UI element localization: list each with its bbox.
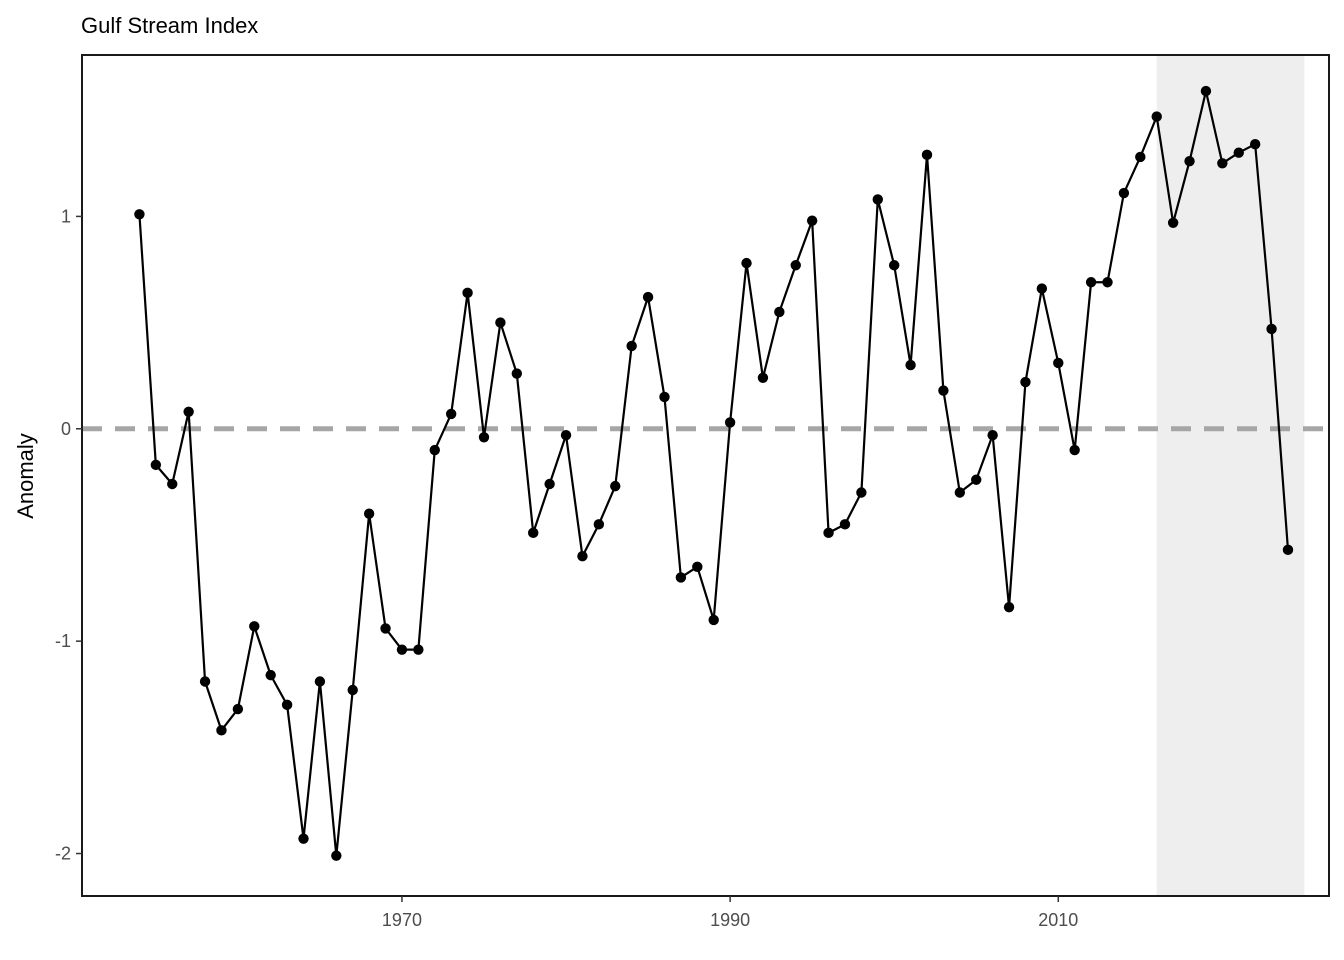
data-point-2007 <box>1003 601 1015 613</box>
data-point-1956 <box>167 478 178 490</box>
data-point-1986 <box>659 391 670 403</box>
data-point-1999 <box>872 194 883 205</box>
data-point-2024 <box>1282 544 1294 556</box>
data-point-1957 <box>183 406 194 417</box>
chart-title: Gulf Stream Index <box>81 13 258 38</box>
data-point-2023 <box>1266 323 1277 335</box>
data-point-1974 <box>462 287 473 299</box>
data-point-2020 <box>1217 158 1228 169</box>
x-tick-label: 1990 <box>710 910 750 930</box>
data-point-2002 <box>921 149 933 161</box>
data-point-1970 <box>396 644 408 655</box>
data-point-1993 <box>774 306 785 318</box>
data-point-1969 <box>380 623 391 634</box>
data-point-1965 <box>314 676 326 687</box>
data-point-1997 <box>839 519 851 530</box>
data-point-1975 <box>478 432 490 443</box>
data-point-1979 <box>544 478 555 490</box>
data-point-1971 <box>413 644 424 655</box>
data-point-2010 <box>1053 357 1064 369</box>
data-point-2016 <box>1151 111 1162 122</box>
data-point-1967 <box>347 684 358 696</box>
data-point-1990 <box>724 417 736 428</box>
data-point-1978 <box>528 527 539 539</box>
data-point-1976 <box>495 317 506 328</box>
data-point-1983 <box>610 480 621 492</box>
data-point-1961 <box>249 621 260 632</box>
data-point-1959 <box>216 725 227 736</box>
data-point-1972 <box>429 444 440 456</box>
data-point-1992 <box>757 372 769 384</box>
data-point-1988 <box>692 561 703 573</box>
data-point-2003 <box>938 385 949 396</box>
data-point-1960 <box>232 703 244 715</box>
data-point-1995 <box>806 215 818 226</box>
data-point-1958 <box>199 676 211 687</box>
data-point-1984 <box>626 340 637 352</box>
y-tick-label: -2 <box>55 844 71 864</box>
data-point-2006 <box>987 429 998 441</box>
data-point-2001 <box>905 359 916 371</box>
panel-border <box>81 54 1330 897</box>
data-point-1964 <box>298 833 309 844</box>
data-point-2022 <box>1249 138 1261 150</box>
plot-area: -2 -1 0 1 1970 1990 2010 <box>55 54 1330 930</box>
data-point-1987 <box>675 572 687 583</box>
data-point-2000 <box>888 260 900 271</box>
data-point-1982 <box>593 519 605 530</box>
data-point-2018 <box>1184 155 1195 167</box>
data-point-2014 <box>1118 187 1130 199</box>
data-point-1980 <box>560 429 572 441</box>
data-point-2015 <box>1135 151 1146 163</box>
data-point-1985 <box>642 291 654 303</box>
data-point-1966 <box>331 850 342 861</box>
data-point-1963 <box>281 699 293 711</box>
data-point-1968 <box>363 508 375 519</box>
data-point-2011 <box>1069 444 1080 456</box>
x-tick-label: 2010 <box>1038 910 1078 930</box>
data-point-1977 <box>511 368 523 379</box>
y-tick-label: 0 <box>61 419 71 439</box>
data-point-2019 <box>1200 85 1212 97</box>
data-point-2013 <box>1102 277 1113 288</box>
data-point-2012 <box>1085 277 1097 288</box>
data-point-1991 <box>741 257 752 269</box>
x-tick-label: 1970 <box>382 910 422 930</box>
data-point-2004 <box>954 487 966 498</box>
data-point-1955 <box>150 459 162 471</box>
data-point-1962 <box>265 669 276 681</box>
data-point-1998 <box>856 487 867 498</box>
data-point-2009 <box>1036 283 1048 294</box>
y-tick-label: 1 <box>61 206 71 226</box>
data-point-2017 <box>1167 217 1179 228</box>
data-point-1973 <box>445 408 457 420</box>
y-axis-label: Anomaly <box>13 433 38 519</box>
data-point-1954 <box>134 209 145 220</box>
data-point-1989 <box>708 614 719 626</box>
data-point-2008 <box>1020 376 1031 388</box>
y-tick-label: -1 <box>55 631 71 651</box>
data-point-1996 <box>823 527 834 539</box>
data-point-2005 <box>971 474 982 485</box>
data-point-1994 <box>790 260 801 271</box>
data-point-2021 <box>1233 147 1244 158</box>
data-point-1981 <box>577 551 588 562</box>
